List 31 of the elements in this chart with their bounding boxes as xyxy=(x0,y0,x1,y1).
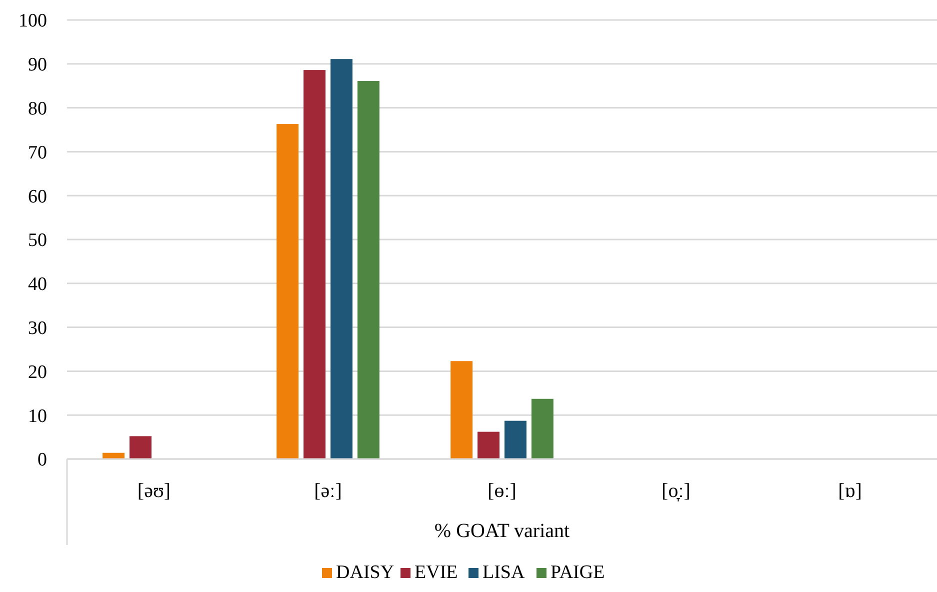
x-tick-label: [əː] xyxy=(314,480,342,502)
y-tick-label: 60 xyxy=(28,186,47,208)
y-tick-label: 70 xyxy=(28,142,47,164)
bar xyxy=(304,70,326,459)
y-tick-label: 100 xyxy=(18,10,47,32)
legend-label: EVIE xyxy=(414,562,458,583)
y-tick-label: 80 xyxy=(28,98,47,120)
y-tick-label: 40 xyxy=(28,274,47,296)
legend-label: PAIGE xyxy=(550,562,605,583)
y-tick-label: 30 xyxy=(28,318,47,339)
y-tick-label: 10 xyxy=(28,406,47,427)
y-tick-label: 50 xyxy=(28,230,47,252)
x-tick-label: [əʊ] xyxy=(137,480,171,502)
x-tick-label: [ɵː] xyxy=(488,480,516,502)
bar xyxy=(276,124,299,459)
y-tick-label: 20 xyxy=(28,362,47,383)
bar xyxy=(330,59,352,459)
bar xyxy=(478,432,500,459)
bar xyxy=(450,361,473,459)
y-tick-label: 0 xyxy=(38,450,47,471)
bar xyxy=(102,452,125,459)
y-tick-label: 90 xyxy=(28,54,47,76)
legend-label: LISA xyxy=(482,562,525,583)
bar xyxy=(531,398,554,459)
bar xyxy=(504,420,526,459)
x-tick-label: [o̞ː] xyxy=(662,480,690,502)
x-tick-label: [ɒ] xyxy=(838,480,862,502)
x-axis-title: % GOAT variant xyxy=(434,520,570,542)
bar xyxy=(357,81,380,459)
bar xyxy=(130,436,152,459)
legend-label: DAISY xyxy=(336,562,394,583)
